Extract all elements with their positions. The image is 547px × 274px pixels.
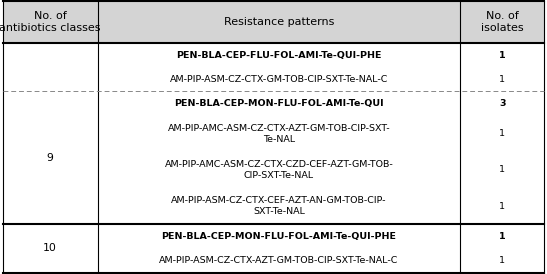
- Text: 10: 10: [43, 244, 57, 253]
- Text: AM-PIP-AMC-ASM-CZ-CTX-AZT-GM-TOB-CIP-SXT-
Te-NAL: AM-PIP-AMC-ASM-CZ-CTX-AZT-GM-TOB-CIP-SXT…: [167, 124, 390, 144]
- Text: Resistance patterns: Resistance patterns: [224, 17, 334, 27]
- Text: AM-PIP-ASM-CZ-CTX-CEF-AZT-AN-GM-TOB-CIP-
SXT-Te-NAL: AM-PIP-ASM-CZ-CTX-CEF-AZT-AN-GM-TOB-CIP-…: [171, 196, 387, 216]
- Text: PEN-BLA-CEP-FLU-FOL-AMI-Te-QUI-PHE: PEN-BLA-CEP-FLU-FOL-AMI-Te-QUI-PHE: [176, 51, 382, 60]
- Text: 1: 1: [499, 256, 505, 265]
- Text: 1: 1: [499, 165, 505, 175]
- Text: 1: 1: [499, 129, 505, 138]
- Text: 1: 1: [499, 202, 505, 211]
- Text: 1: 1: [499, 75, 505, 84]
- Text: 3: 3: [499, 99, 505, 108]
- Text: 9: 9: [46, 153, 54, 163]
- Text: No. of
antibiotics classes: No. of antibiotics classes: [0, 12, 101, 33]
- Text: 1: 1: [499, 232, 505, 241]
- Text: No. of
isolates: No. of isolates: [481, 12, 523, 33]
- Bar: [3, 1, 544, 43]
- Text: AM-PIP-ASM-CZ-CTX-GM-TOB-CIP-SXT-Te-NAL-C: AM-PIP-ASM-CZ-CTX-GM-TOB-CIP-SXT-Te-NAL-…: [170, 75, 388, 84]
- Text: PEN-BLA-CEP-MON-FLU-FOL-AMI-Te-QUI-PHE: PEN-BLA-CEP-MON-FLU-FOL-AMI-Te-QUI-PHE: [161, 232, 397, 241]
- Text: PEN-BLA-CEP-MON-FLU-FOL-AMI-Te-QUI: PEN-BLA-CEP-MON-FLU-FOL-AMI-Te-QUI: [174, 99, 384, 108]
- Text: 1: 1: [499, 51, 505, 60]
- Text: AM-PIP-AMC-ASM-CZ-CTX-CZD-CEF-AZT-GM-TOB-
CIP-SXT-Te-NAL: AM-PIP-AMC-ASM-CZ-CTX-CZD-CEF-AZT-GM-TOB…: [165, 160, 393, 180]
- Text: AM-PIP-ASM-CZ-CTX-AZT-GM-TOB-CIP-SXT-Te-NAL-C: AM-PIP-ASM-CZ-CTX-AZT-GM-TOB-CIP-SXT-Te-…: [159, 256, 399, 265]
